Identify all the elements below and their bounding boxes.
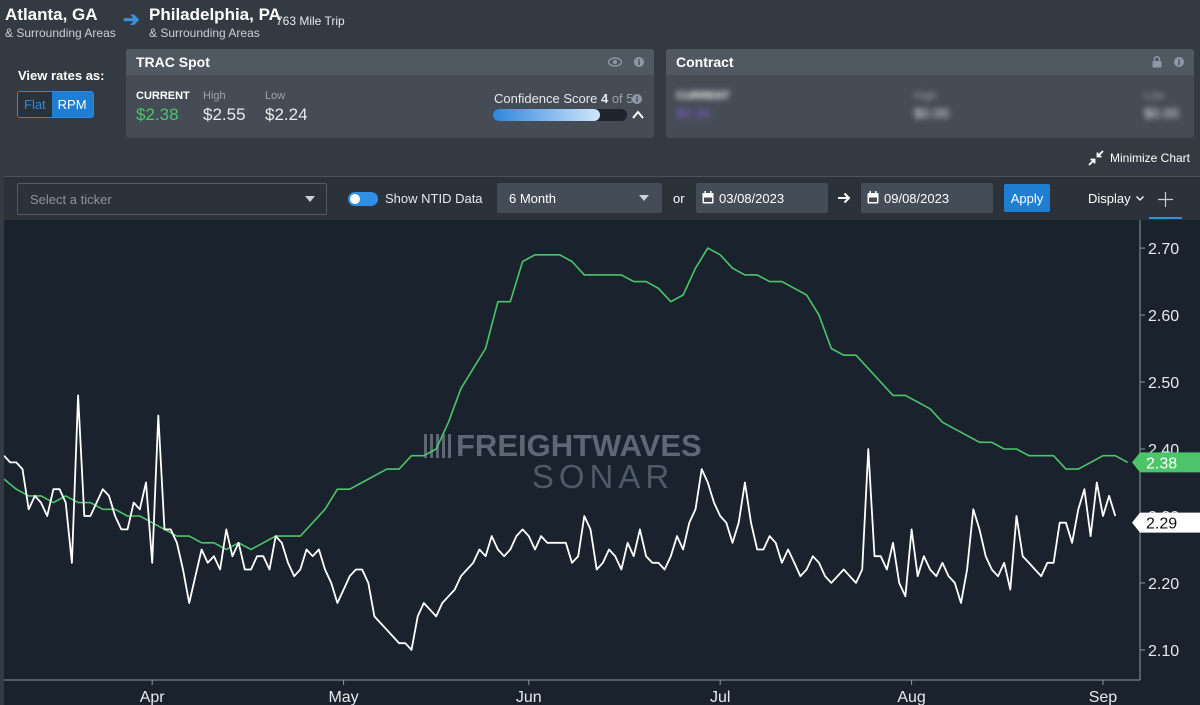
- contract-low-label: Low: [1144, 90, 1165, 102]
- y-tick-label: 2.50: [1148, 375, 1179, 392]
- y-tick-label: 2.10: [1148, 643, 1179, 660]
- or-label: or: [673, 191, 685, 206]
- contract-current-value: $0.00: [676, 105, 712, 121]
- trac-spot-header: TRAC Spot i: [126, 49, 654, 75]
- trac-high-value: $2.55: [203, 105, 246, 124]
- start-date-value: 03/08/2023: [719, 191, 785, 206]
- confidence-bar: [493, 109, 627, 121]
- x-tick-label: Jul: [710, 689, 730, 705]
- caret-down-icon: [305, 196, 315, 202]
- contract-title: Contract: [676, 54, 734, 70]
- info-icon[interactable]: i: [1174, 57, 1184, 67]
- confidence-info-icon[interactable]: i: [632, 94, 642, 104]
- trac-current-label: CURRENT: [136, 90, 190, 102]
- show-ntid-label: Show NTID Data: [385, 191, 483, 206]
- trac-low-label: Low: [265, 90, 286, 102]
- value-tag-shape: [1132, 512, 1200, 533]
- end-date-value: 09/08/2023: [884, 191, 950, 206]
- end-date-field[interactable]: 09/08/2023: [861, 183, 993, 213]
- minimize-chart-button[interactable]: Minimize Chart: [1088, 150, 1190, 166]
- eye-icon[interactable]: [608, 57, 622, 67]
- watermark-line2: SONAR: [532, 458, 674, 495]
- display-menu-button[interactable]: Display: [1088, 191, 1144, 206]
- period-value: 6 Month: [509, 191, 556, 206]
- apply-button[interactable]: Apply: [1004, 184, 1050, 212]
- x-tick-label: May: [328, 689, 358, 705]
- series-layer: [4, 247, 1129, 651]
- spot-rate-line: [4, 247, 1129, 551]
- calendar-icon: [867, 191, 879, 204]
- ntid-toggle-switch[interactable]: [348, 192, 378, 206]
- y-tick-label: 2.20: [1148, 576, 1179, 593]
- confidence-score: Confidence Score 4 of 5: [494, 91, 634, 106]
- contract-panel: Contract i CURRENT $0.00 High $0.00 Low …: [666, 49, 1194, 138]
- x-tick-label: Apr: [140, 689, 166, 705]
- contract-current-label: CURRENT: [676, 90, 730, 102]
- y-tick-label: 2.60: [1148, 308, 1179, 325]
- ntid-rate-line: [4, 394, 1117, 651]
- x-axis: Apr May Jun Jul Aug Sep: [4, 679, 1140, 705]
- flat-option[interactable]: Flat: [18, 92, 52, 117]
- destination-subtitle: & Surrounding Areas: [149, 26, 260, 40]
- crosshair-icon: [1158, 192, 1173, 207]
- lock-icon: [1152, 56, 1162, 68]
- destination-city: Philadelphia, PA: [149, 5, 281, 24]
- arrow-right-icon: [838, 192, 851, 204]
- x-tick-label: Jun: [516, 689, 542, 705]
- view-rates-label: View rates as:: [18, 68, 105, 83]
- confidence-label: Confidence Score: [494, 91, 598, 106]
- rpm-option[interactable]: RPM: [51, 92, 93, 117]
- chevron-down-icon: [1135, 196, 1144, 201]
- confidence-score-value: 4: [600, 91, 609, 106]
- y-axis: 2.102.202.302.402.502.602.70: [1139, 220, 1179, 680]
- confidence-bar-fill: [493, 109, 601, 121]
- value-tag-shape: [1132, 452, 1200, 473]
- trac-spot-panel: TRAC Spot i CURRENT $2.38 High $2.55 Low…: [126, 49, 654, 138]
- start-date-field[interactable]: 03/08/2023: [696, 183, 828, 213]
- minimize-icon: [1088, 150, 1104, 166]
- x-tick-label: Aug: [897, 689, 925, 705]
- contract-high-value: $0.00: [914, 105, 950, 121]
- route-arrow-icon: ➔: [123, 9, 140, 31]
- value-tag-label: 2.29: [1146, 516, 1177, 533]
- trac-current-value: $2.38: [136, 105, 179, 124]
- chevron-up-icon[interactable]: [632, 110, 644, 119]
- ticker-select[interactable]: Select a ticker: [17, 183, 327, 215]
- contract-header: Contract i: [666, 49, 1194, 75]
- confidence-of: of 5: [611, 91, 634, 106]
- trip-distance: 763 Mile Trip: [276, 14, 345, 28]
- value-tag-label: 2.38: [1146, 455, 1177, 472]
- watermark-line1: FREIGHTWAVES: [456, 428, 702, 463]
- display-label: Display: [1088, 191, 1131, 206]
- caret-down-icon: [639, 195, 649, 201]
- contract-high-label: High: [914, 90, 937, 102]
- crosshair-tool-button[interactable]: [1149, 183, 1182, 219]
- last-value-labels: 2.38 2.29: [1132, 452, 1200, 533]
- y-tick-label: 2.70: [1148, 241, 1179, 258]
- contract-low-value: $0.00: [1144, 105, 1180, 121]
- x-tick-label: Sep: [1089, 689, 1118, 705]
- calendar-icon: [702, 191, 714, 204]
- rate-chart[interactable]: FREIGHTWAVES SONAR 2.102.202.302.402.502…: [4, 220, 1200, 705]
- trac-spot-title: TRAC Spot: [136, 54, 210, 70]
- origin-city: Atlanta, GA: [5, 5, 98, 24]
- period-dropdown[interactable]: 6 Month: [497, 183, 662, 213]
- origin-subtitle: & Surrounding Areas: [5, 26, 116, 40]
- spot-last-value-tag: 2.38: [1132, 452, 1200, 473]
- switch-knob: [350, 194, 360, 204]
- trac-high-label: High: [203, 90, 226, 102]
- trac-low-value: $2.24: [265, 105, 308, 124]
- rate-mode-toggle[interactable]: Flat RPM: [17, 91, 94, 118]
- info-icon[interactable]: i: [634, 57, 644, 67]
- minimize-chart-label: Minimize Chart: [1110, 151, 1191, 165]
- ticker-placeholder: Select a ticker: [30, 192, 112, 207]
- ntid-last-value-tag: 2.29: [1132, 512, 1200, 533]
- watermark: FREIGHTWAVES SONAR: [424, 428, 702, 495]
